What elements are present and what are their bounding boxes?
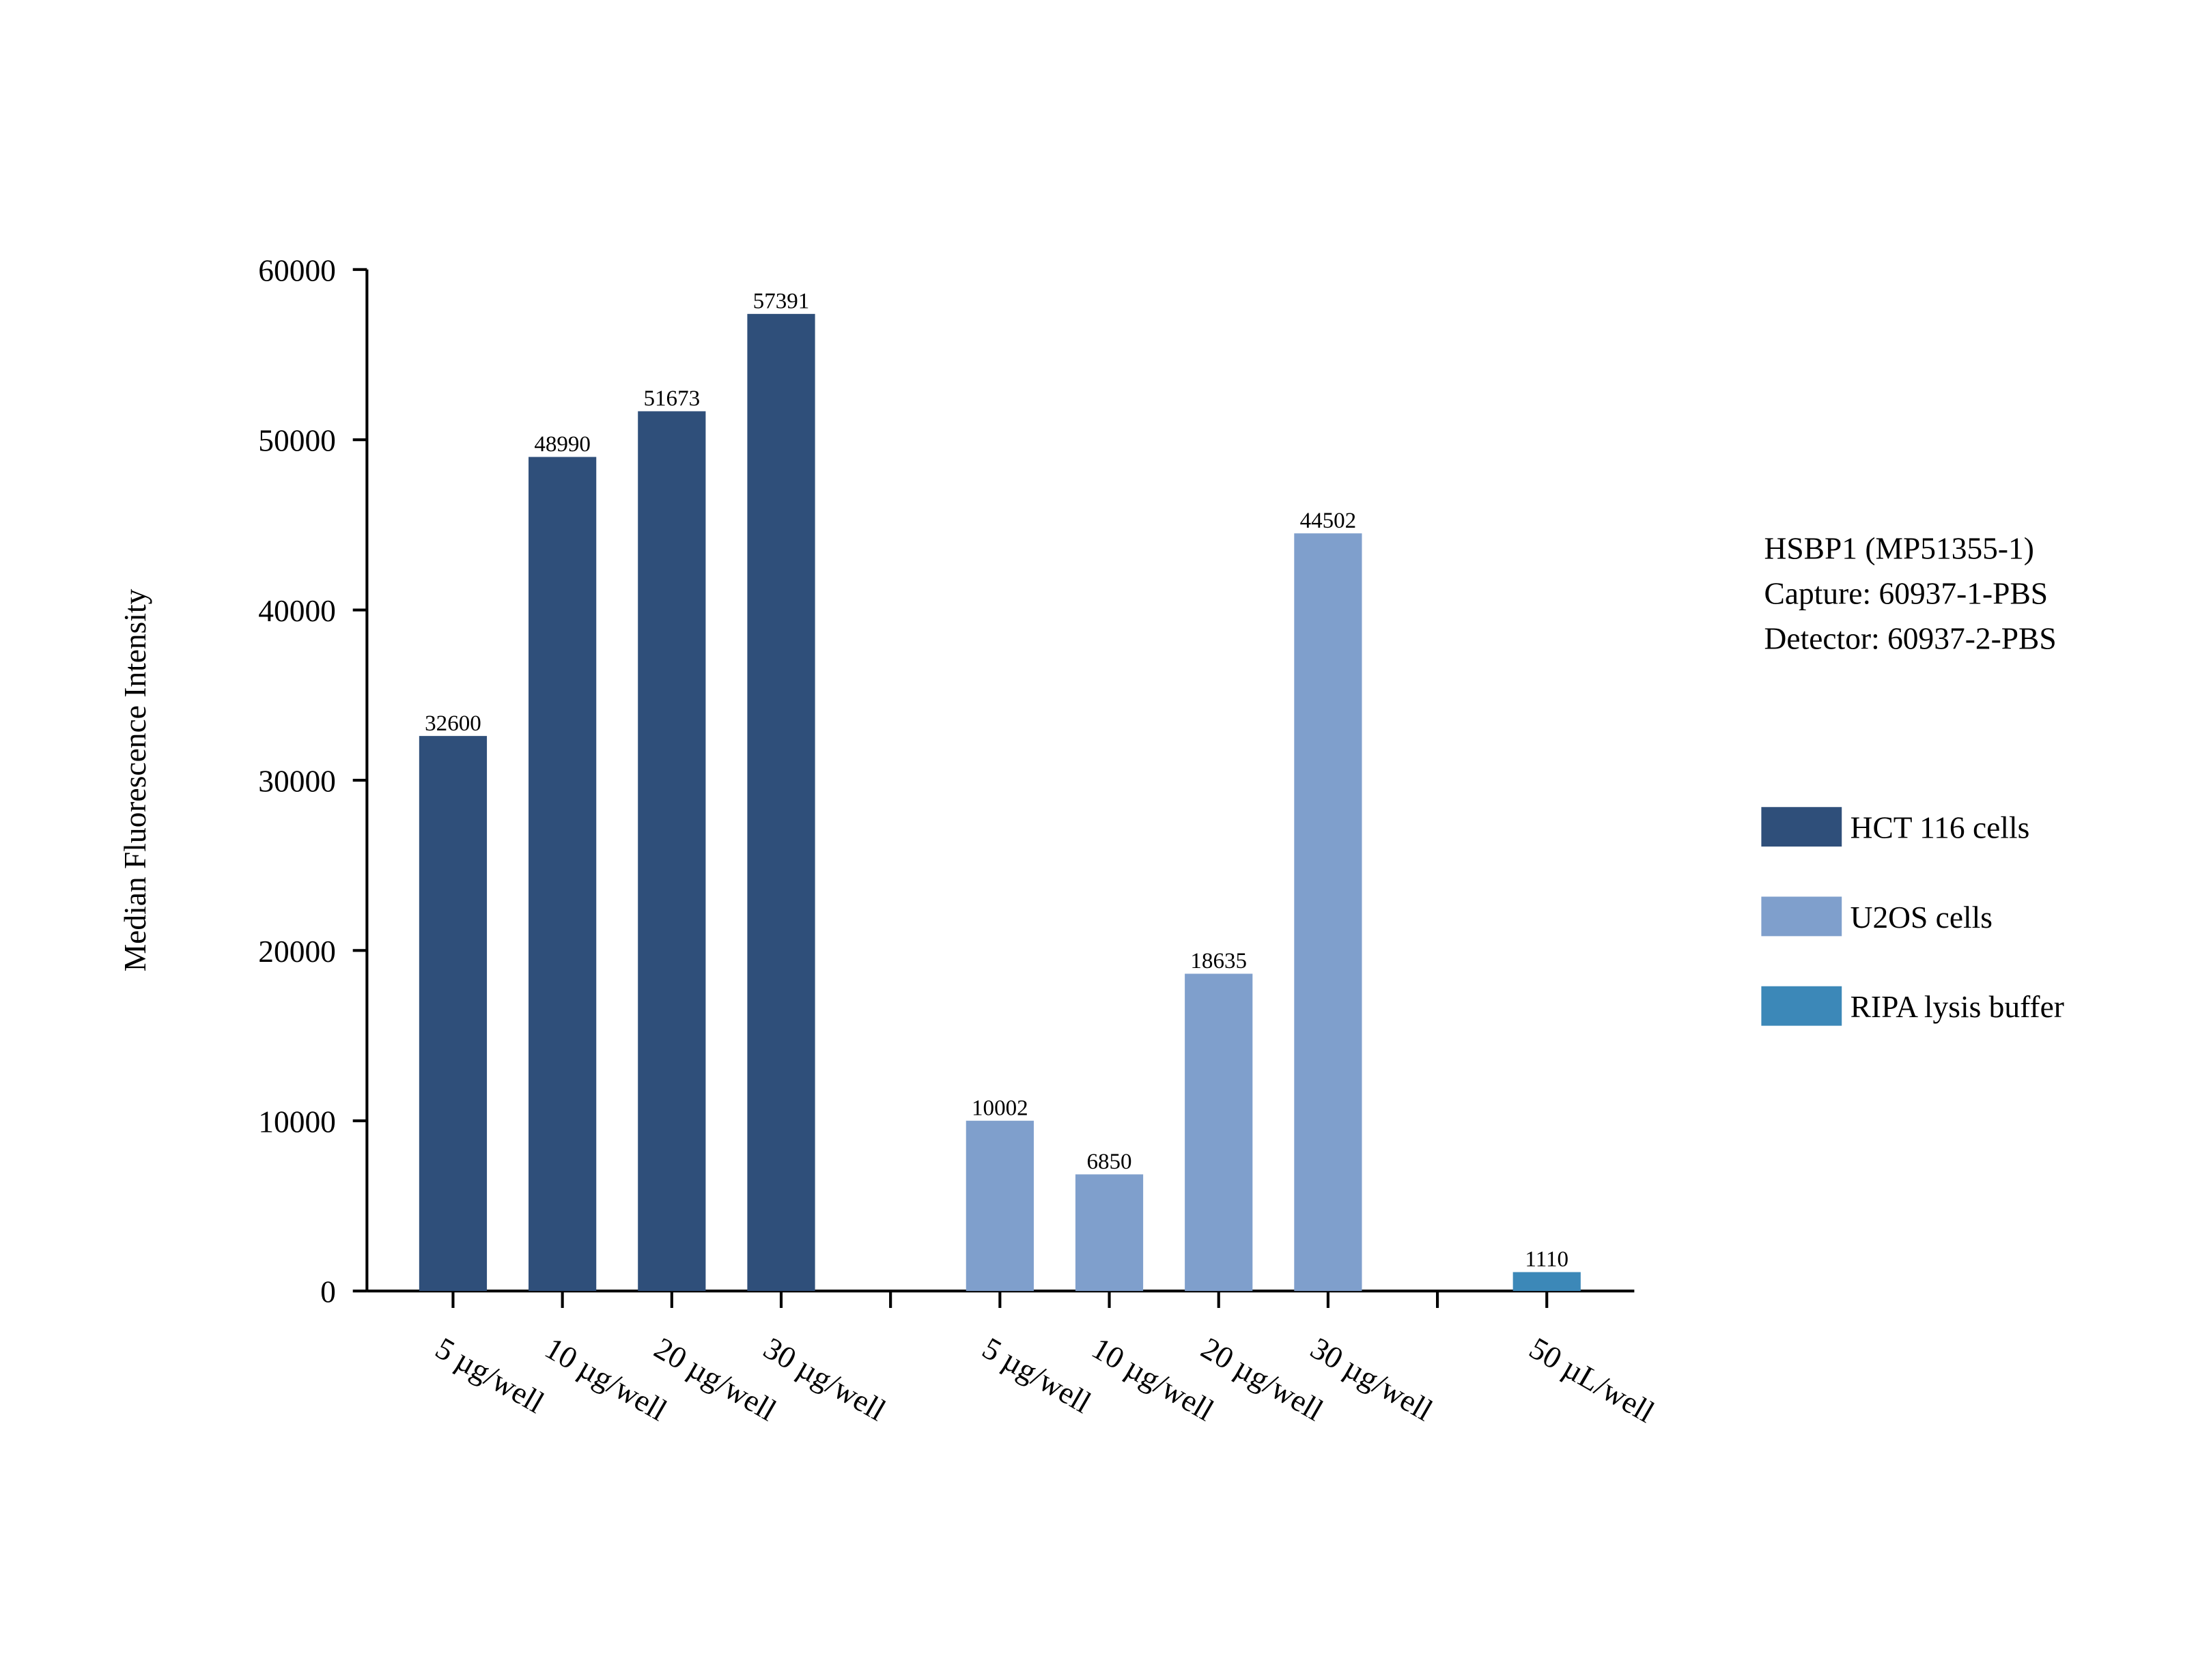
x-tick-label: 5 µg/well — [976, 1330, 1097, 1420]
x-tick-label: 10 µg/well — [539, 1330, 673, 1428]
bar — [419, 736, 488, 1292]
y-tick-label: 60000 — [258, 253, 336, 287]
value-label: 51673 — [644, 386, 701, 411]
value-label: 1110 — [1525, 1247, 1568, 1272]
legend-label: HCT 116 cells — [1850, 810, 2030, 845]
y-tick-label: 30000 — [258, 764, 336, 799]
x-tick-label: 50 µL/well — [1523, 1330, 1660, 1429]
value-label: 32600 — [425, 711, 481, 736]
bar — [1294, 533, 1362, 1292]
y-tick-label: 50000 — [258, 423, 336, 458]
bar — [1185, 973, 1253, 1292]
legend-label: U2OS cells — [1850, 900, 1993, 935]
annotation: HSBP1 (MP51355-1) — [1764, 530, 2034, 565]
bar — [1075, 1174, 1144, 1292]
legend-swatch — [1761, 986, 1842, 1026]
value-label: 10002 — [972, 1096, 1028, 1120]
value-label: 6850 — [1086, 1150, 1131, 1174]
x-tick-label: 10 µg/well — [1086, 1330, 1220, 1428]
value-label: 57391 — [753, 289, 810, 314]
x-tick-label: 5 µg/well — [430, 1330, 550, 1420]
y-tick-label: 10000 — [258, 1104, 336, 1139]
bar — [529, 457, 597, 1292]
y-tick-label: 40000 — [258, 593, 336, 628]
x-tick-label: 20 µg/well — [649, 1330, 783, 1428]
value-label: 48990 — [534, 432, 591, 457]
bar — [747, 313, 815, 1292]
bar — [638, 411, 706, 1292]
value-label: 44502 — [1300, 509, 1357, 533]
x-tick-label: 20 µg/well — [1196, 1330, 1329, 1428]
y-tick-label: 0 — [320, 1275, 336, 1309]
legend-swatch — [1761, 807, 1842, 847]
y-tick-label: 20000 — [258, 934, 336, 969]
annotation: Capture: 60937-1-PBS — [1764, 576, 2049, 611]
x-tick-label: 30 µg/well — [758, 1330, 892, 1428]
value-label: 18635 — [1190, 949, 1247, 973]
bar — [966, 1120, 1034, 1292]
x-tick-label: 30 µg/well — [1305, 1330, 1439, 1428]
annotation: Detector: 60937-2-PBS — [1764, 621, 2057, 656]
y-axis-label: Median Fluorescence Intensity — [117, 588, 152, 971]
bar — [1512, 1272, 1581, 1292]
legend-label: RIPA lysis buffer — [1850, 989, 2064, 1024]
legend-swatch — [1761, 896, 1842, 937]
